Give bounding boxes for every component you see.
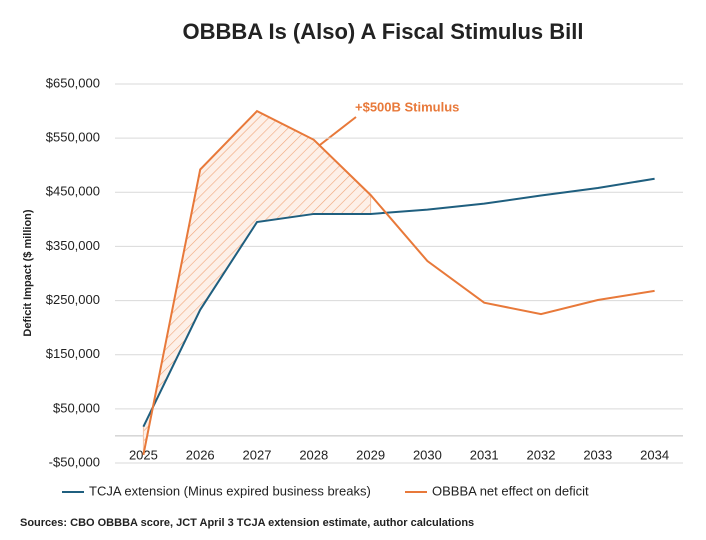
line-series (142, 109, 655, 456)
annotation-arrow (315, 116, 357, 149)
chart-title: OBBBA Is (Also) A Fiscal Stimulus Bill (183, 19, 584, 44)
y-tick-label: $450,000 (46, 184, 100, 199)
y-tick-label: $150,000 (46, 346, 100, 361)
y-tick-label: $550,000 (46, 130, 100, 145)
x-tick-label: 2027 (243, 447, 272, 462)
y-tick-label: $350,000 (46, 238, 100, 253)
y-tick-label: $250,000 (46, 292, 100, 307)
legend-label: TCJA extension (Minus expired business b… (89, 483, 371, 498)
x-tick-label: 2031 (470, 447, 499, 462)
x-tick-label: 2034 (640, 447, 669, 462)
line-series (142, 177, 655, 428)
source: Sources: CBO OBBBA score, JCT April 3 TC… (20, 517, 474, 529)
x-tick-label: 2029 (356, 447, 385, 462)
x-tick-label: 2033 (583, 447, 612, 462)
y-tick-label: $650,000 (46, 75, 100, 90)
legend-label: OBBBA net effect on deficit (432, 483, 589, 498)
x-tick-label: 2026 (186, 447, 215, 462)
x-tick-label: 2025 (129, 447, 158, 462)
x-tick-label: 2028 (299, 447, 328, 462)
x-tick-label: 2030 (413, 447, 442, 462)
y-axis-label: Deficit Impact ($ million) (22, 209, 34, 336)
x-tick-label: 2032 (527, 447, 556, 462)
y-tick-label: -$50,000 (49, 454, 100, 469)
y-tick-label: $50,000 (53, 400, 100, 415)
annotation: +$500B Stimulus (355, 99, 459, 114)
